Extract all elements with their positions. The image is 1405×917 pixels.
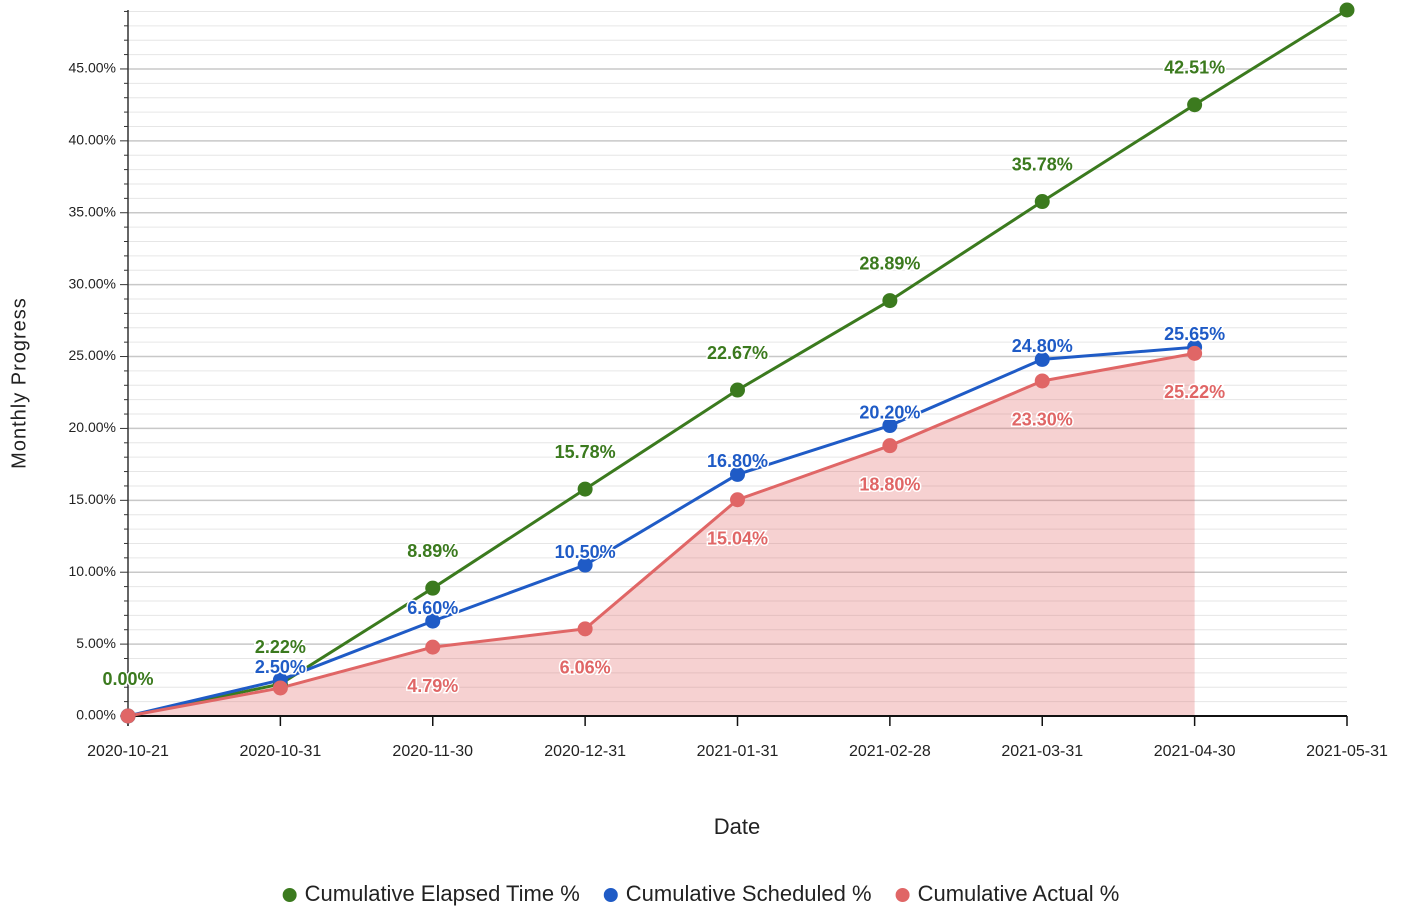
- legend-label: Cumulative Actual %: [918, 881, 1120, 906]
- x-tick-label: 2021-03-31: [1001, 743, 1083, 760]
- x-tick-label: 2021-02-28: [849, 743, 931, 760]
- data-label: 0.00%: [102, 669, 153, 689]
- legend-marker: [603, 888, 618, 902]
- y-tick-label: 45.00%: [69, 60, 116, 76]
- y-tick-label: 30.00%: [69, 275, 116, 291]
- point: [120, 708, 136, 724]
- point: [730, 382, 745, 398]
- point: [1187, 345, 1203, 361]
- x-tick-label: 2020-10-31: [239, 743, 321, 760]
- y-tick-label: 20.00%: [69, 419, 116, 435]
- data-label: 4.79%: [407, 676, 458, 696]
- point: [882, 438, 898, 454]
- point: [425, 639, 441, 655]
- point: [730, 466, 745, 482]
- point: [1034, 373, 1050, 389]
- data-label: 16.80%: [707, 451, 768, 471]
- point: [1034, 194, 1050, 210]
- data-label: 35.78%: [1012, 154, 1073, 174]
- data-label: 20.20%: [859, 402, 920, 422]
- data-label: 25.65%: [1164, 324, 1225, 344]
- legend-marker: [895, 888, 910, 902]
- area: [128, 353, 1195, 716]
- point: [1034, 351, 1050, 367]
- x-tick-label: 2020-10-21: [87, 743, 169, 760]
- data-label: 6.06%: [560, 658, 611, 678]
- point: [730, 492, 745, 508]
- point: [577, 621, 593, 637]
- point: [577, 481, 593, 497]
- x-axis-label: Date: [714, 814, 760, 839]
- data-label: 28.89%: [859, 253, 920, 273]
- y-tick-label: 0.00%: [76, 707, 116, 723]
- data-label: 6.60%: [407, 598, 458, 618]
- line: [127, 351, 1195, 718]
- data-label: 18.80%: [859, 474, 920, 494]
- point: [425, 613, 441, 629]
- data-label: 2.22%: [255, 637, 306, 657]
- y-tick-label: 10.00%: [69, 563, 116, 579]
- data-label: 25.22%: [1164, 382, 1225, 402]
- legend-label: Cumulative Scheduled %: [626, 881, 872, 906]
- y-tick-label: 35.00%: [69, 203, 116, 219]
- data-label: 2.50%: [255, 657, 306, 677]
- data-label: 15.04%: [707, 528, 768, 548]
- point: [425, 580, 441, 596]
- y-axis-label: Monthly Progress: [8, 297, 30, 469]
- data-label: 8.89%: [407, 541, 458, 561]
- y-tick-label: 5.00%: [76, 635, 116, 651]
- x-tick-label: 2021-01-31: [697, 743, 779, 760]
- x-tick-label: 2021-04-30: [1154, 743, 1236, 760]
- x-tick-label: 2020-11-30: [392, 743, 473, 760]
- data-label: 42.51%: [1164, 58, 1225, 78]
- data-label: 22.67%: [707, 343, 768, 363]
- legend-marker: [282, 888, 297, 902]
- point: [882, 293, 898, 309]
- line: [127, 345, 1195, 718]
- y-tick-label: 25.00%: [69, 347, 116, 363]
- point: [882, 418, 898, 434]
- data-label: 15.78%: [555, 442, 616, 462]
- point: [1339, 2, 1355, 18]
- data-label: 24.80%: [1012, 336, 1073, 356]
- data-label: 23.30%: [1012, 410, 1073, 430]
- x-tick-label: 2021-05-31: [1306, 743, 1388, 760]
- y-tick-label: 15.00%: [69, 491, 116, 507]
- point: [272, 680, 288, 696]
- legend-label: Cumulative Elapsed Time %: [305, 881, 580, 906]
- point: [577, 557, 593, 573]
- x-tick-label: 2020-12-31: [544, 743, 626, 760]
- data-label: 10.50%: [555, 542, 616, 562]
- point: [1187, 97, 1203, 113]
- y-tick-label: 40.00%: [69, 132, 116, 148]
